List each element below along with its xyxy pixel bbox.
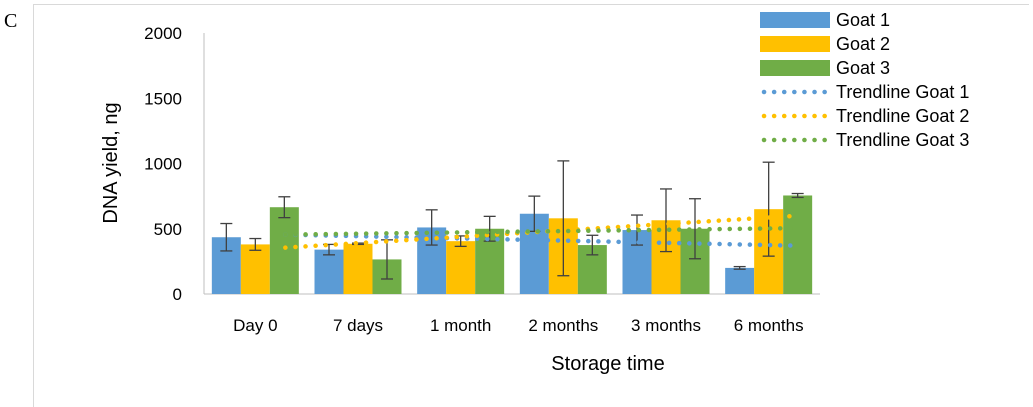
legend-label: Trendline Goat 2 (836, 106, 969, 126)
legend-label: Trendline Goat 3 (836, 130, 969, 150)
bar (783, 195, 813, 294)
bar (269, 207, 299, 294)
y-axis-title: DNA yield, ng (100, 102, 122, 223)
x-tick-label: 2 months (528, 316, 598, 335)
legend-label: Trendline Goat 1 (836, 82, 969, 102)
tick-labels: 0 500 1000 1500 2000 Day 0 7 days 1 month 2 mont… (144, 24, 803, 335)
x-tick-label: Day 0 (233, 316, 277, 335)
error-bars (220, 160, 804, 280)
y-tick-label: 0 (173, 285, 182, 304)
legend-swatch (760, 12, 830, 28)
x-tick-label: 7 days (333, 316, 383, 335)
legend-label: Goat 1 (836, 10, 890, 30)
legend-swatch (760, 36, 830, 52)
chart-frame (33, 4, 1029, 407)
x-tick-label: 3 months (631, 316, 701, 335)
y-tick-label: 1500 (144, 89, 182, 108)
x-tick-label: 6 months (734, 316, 804, 335)
panel-letter: C (4, 10, 18, 32)
y-tick-label: 1000 (144, 155, 182, 174)
legend-swatch (760, 60, 830, 76)
bar (446, 241, 476, 294)
x-tick-label: 1 month (430, 316, 491, 335)
legend: Goat 1 Goat 2 Goat 3 Trendline Goat 1 Trendl… (760, 10, 969, 150)
x-axis-title: Storage time (551, 353, 664, 375)
legend-label: Goat 2 (836, 34, 890, 54)
y-tick-label: 500 (154, 220, 182, 239)
y-tick-label: 2000 (144, 24, 182, 43)
bar (314, 249, 344, 294)
legend-label: Goat 3 (836, 58, 890, 78)
bar (725, 267, 755, 294)
bar (343, 243, 373, 294)
axes (203, 33, 820, 295)
bar (240, 244, 270, 294)
bars (211, 195, 813, 294)
